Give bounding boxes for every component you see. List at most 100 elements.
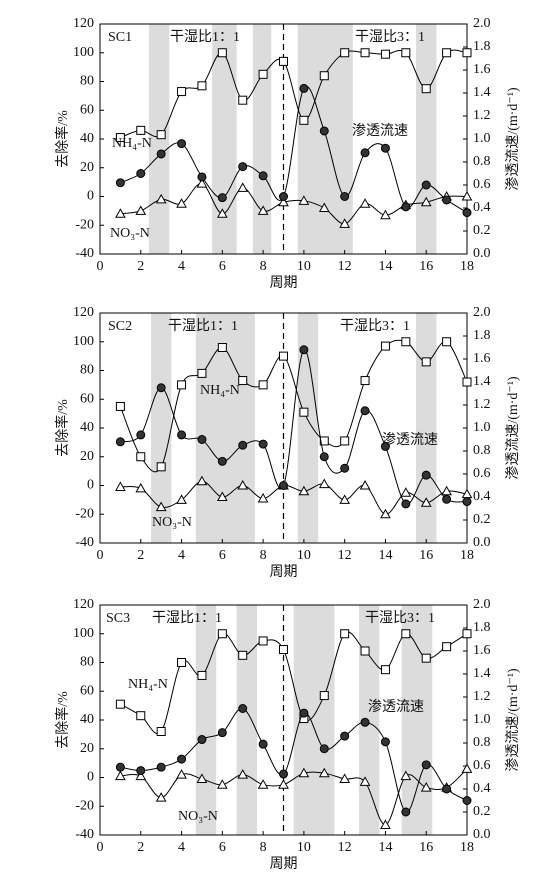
annotation: 干湿比3：1 xyxy=(365,610,435,626)
marker-circle xyxy=(279,192,288,201)
marker-triangle xyxy=(441,485,452,496)
marker-circle xyxy=(401,807,411,817)
marker-circle xyxy=(360,148,370,158)
y-tick-label: 0 xyxy=(87,770,94,785)
marker-square xyxy=(279,56,288,66)
marker-triangle xyxy=(257,205,269,215)
y2-tick-label: 2.0 xyxy=(473,16,491,31)
marker-triangle xyxy=(237,182,249,192)
panel-title: SC3 xyxy=(106,611,130,626)
x-tick-label: 2 xyxy=(137,840,144,855)
y2-tick-label: 0.8 xyxy=(473,735,491,750)
marker-square xyxy=(319,436,329,446)
marker-triangle xyxy=(176,769,187,779)
marker-triangle xyxy=(115,481,126,491)
y-tick-label: 20 xyxy=(80,160,94,175)
y-tick-label: 20 xyxy=(80,449,94,464)
marker-circle xyxy=(115,178,125,188)
series-line xyxy=(120,85,468,214)
marker-triangle xyxy=(318,202,330,212)
marker-square xyxy=(360,646,370,656)
marker-square xyxy=(115,133,125,143)
marker-triangle xyxy=(135,770,147,781)
y-tick-label: 100 xyxy=(73,626,94,641)
marker-circle xyxy=(380,143,390,153)
series-line xyxy=(120,183,468,225)
y-tick-label: 80 xyxy=(80,655,94,670)
y-tick-label: 120 xyxy=(73,305,94,320)
y2-tick-label: 1.0 xyxy=(473,712,491,727)
marker-circle xyxy=(177,139,187,149)
marker-circle xyxy=(258,439,268,449)
marker-square xyxy=(136,711,146,721)
marker-triangle xyxy=(339,494,351,504)
y-tick-label: 60 xyxy=(80,391,94,406)
x-axis-title: 周期 xyxy=(270,856,298,872)
marker-square xyxy=(238,650,248,660)
marker-square xyxy=(421,357,431,367)
series-label: NO₃-N xyxy=(152,515,192,530)
y-tick-label: 40 xyxy=(80,712,94,727)
marker-circle xyxy=(299,345,309,355)
y2-tick-label: 0.0 xyxy=(473,827,491,842)
marker-circle xyxy=(156,762,166,772)
marker-square xyxy=(462,629,472,639)
y2-tick-label: 1.4 xyxy=(473,374,491,389)
y-tick-label: -40 xyxy=(75,535,94,550)
marker-circle xyxy=(136,169,146,178)
marker-triangle xyxy=(359,479,371,490)
series-label: 渗透流速 xyxy=(382,432,438,448)
x-tick-label: 2 xyxy=(137,548,144,563)
marker-triangle xyxy=(400,770,412,781)
y2-tick-label: 1.0 xyxy=(473,420,491,435)
y2-tick-label: 0.2 xyxy=(473,512,491,527)
y2-tick-label: 1.6 xyxy=(473,643,491,658)
marker-square xyxy=(197,368,207,378)
marker-circle xyxy=(156,383,166,393)
marker-square xyxy=(299,407,309,417)
marker-square xyxy=(238,376,248,386)
marker-square xyxy=(258,636,268,646)
series-line xyxy=(119,339,468,473)
shaded-span xyxy=(297,313,319,543)
marker-triangle xyxy=(196,178,208,188)
y2-tick-label: 0.0 xyxy=(473,535,491,550)
x-tick-label: 8 xyxy=(260,548,267,563)
marker-triangle xyxy=(237,769,249,779)
marker-circle xyxy=(136,766,146,776)
y-tick-label: 100 xyxy=(73,334,94,349)
y-tick-label: 20 xyxy=(80,741,94,756)
marker-square xyxy=(115,699,125,709)
marker-circle xyxy=(340,731,350,741)
marker-square xyxy=(442,48,452,58)
marker-triangle xyxy=(176,494,187,504)
annotation: 干湿比1：1 xyxy=(168,318,238,334)
marker-circle xyxy=(340,192,350,201)
marker-circle xyxy=(279,481,288,490)
marker-circle xyxy=(299,83,309,93)
marker-triangle xyxy=(155,193,167,204)
marker-triangle xyxy=(420,497,432,507)
series-label: NO₃-N xyxy=(110,226,150,241)
x-tick-label: 0 xyxy=(97,259,104,274)
marker-square xyxy=(401,337,411,347)
y-tick-label: 120 xyxy=(73,16,94,31)
marker-square xyxy=(340,48,350,58)
marker-triangle xyxy=(115,208,126,218)
marker-square xyxy=(462,48,472,58)
y2-tick-label: 1.6 xyxy=(473,351,491,366)
marker-triangle xyxy=(135,482,147,493)
y2-tick-label: 1.6 xyxy=(473,62,491,77)
x-tick-label: 8 xyxy=(260,259,267,274)
marker-square xyxy=(279,351,288,361)
y2-tick-label: 2.0 xyxy=(473,597,491,612)
series-label: 渗透流速 xyxy=(352,123,408,139)
marker-circle xyxy=(380,441,390,451)
marker-triangle xyxy=(257,492,269,503)
marker-circle xyxy=(217,193,227,203)
y2-tick-label: 1.0 xyxy=(473,131,491,146)
x-tick-label: 10 xyxy=(297,259,311,274)
marker-square xyxy=(279,645,288,655)
marker-square xyxy=(401,48,411,58)
